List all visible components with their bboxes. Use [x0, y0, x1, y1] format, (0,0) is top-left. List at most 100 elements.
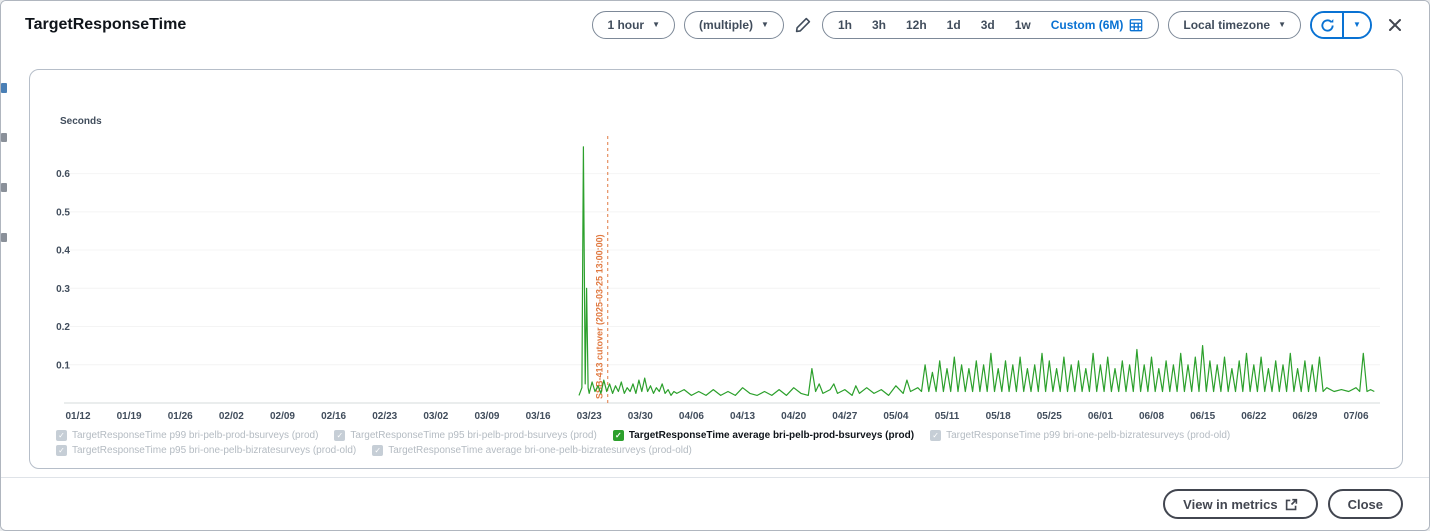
svg-text:05/18: 05/18	[986, 411, 1011, 422]
legend-label: TargetResponseTime average bri-one-pelb-…	[388, 445, 692, 456]
svg-text:06/01: 06/01	[1088, 411, 1113, 422]
refresh-icon	[1320, 18, 1334, 32]
calendar-icon	[1130, 19, 1143, 32]
statistic-dropdown[interactable]: (multiple) ▼	[684, 11, 784, 39]
chevron-down-icon: ▼	[652, 20, 661, 29]
svg-text:03/23: 03/23	[577, 411, 602, 422]
refresh-options-button[interactable]: ▼	[1344, 13, 1370, 37]
legend-row: ✓ TargetResponseTime p99 bri-pelb-prod-bs…	[56, 430, 1230, 441]
legend-row: ✓ TargetResponseTime p95 bri-one-pelb-biz…	[56, 445, 1230, 456]
svg-text:06/29: 06/29	[1292, 411, 1317, 422]
time-range-tabs: 1h 3h 12h 1d 3d 1w	[828, 12, 1041, 38]
chart-legend: ✓ TargetResponseTime p99 bri-pelb-prod-bs…	[56, 430, 1230, 456]
svg-text:03/09: 03/09	[474, 411, 499, 422]
statistic-dropdown-value: (multiple)	[699, 18, 754, 32]
page-edge-fragment	[1, 83, 7, 93]
legend-checkbox[interactable]: ✓	[612, 430, 624, 441]
svg-text:0.5: 0.5	[56, 207, 70, 218]
page-edge-fragment	[1, 183, 7, 192]
svg-text:06/08: 06/08	[1139, 411, 1164, 422]
legend-checkbox[interactable]: ✓	[56, 445, 67, 456]
range-tab-1h[interactable]: 1h	[828, 12, 862, 38]
close-dialog-x-button[interactable]	[1385, 15, 1405, 35]
svg-text:01/12: 01/12	[65, 411, 90, 422]
legend-label: TargetResponseTime p99 bri-one-pelb-bizr…	[946, 430, 1231, 441]
legend-checkbox[interactable]: ✓	[930, 430, 942, 441]
y-axis-title: Seconds	[60, 116, 102, 127]
legend-item[interactable]: ✓ TargetResponseTime average bri-pelb-pro…	[612, 430, 915, 441]
pencil-icon	[795, 17, 811, 33]
view-in-metrics-button[interactable]: View in metrics	[1163, 489, 1318, 519]
period-dropdown-value: 1 hour	[607, 18, 645, 32]
dialog-footer: View in metrics Close	[1, 477, 1429, 530]
close-button-label: Close	[1347, 496, 1383, 512]
timezone-dropdown-value: Local timezone	[1183, 18, 1271, 32]
svg-text:05/25: 05/25	[1037, 411, 1062, 422]
legend-label: TargetResponseTime p95 bri-one-pelb-bizr…	[72, 445, 357, 456]
dialog-header: TargetResponseTime 1 hour ▼ (multiple) ▼…	[1, 1, 1429, 49]
svg-text:04/20: 04/20	[781, 411, 806, 422]
legend-label: TargetResponseTime average bri-pelb-prod…	[628, 430, 915, 441]
legend-item[interactable]: ✓ TargetResponseTime p99 bri-pelb-prod-bs…	[56, 430, 318, 441]
page-edge-fragment	[1, 233, 7, 242]
svg-text:04/13: 04/13	[730, 411, 755, 422]
view-in-metrics-label: View in metrics	[1183, 496, 1278, 512]
svg-text:04/06: 04/06	[679, 411, 704, 422]
legend-item[interactable]: ✓ TargetResponseTime p99 bri-one-pelb-biz…	[930, 430, 1230, 441]
svg-text:02/02: 02/02	[219, 411, 244, 422]
svg-text:06/22: 06/22	[1241, 411, 1266, 422]
close-icon	[1389, 19, 1401, 31]
close-button[interactable]: Close	[1327, 489, 1403, 519]
page-title: TargetResponseTime	[25, 16, 187, 33]
svg-text:SSB-413 cutover (2025-03-25 13: SSB-413 cutover (2025-03-25 13:00:00)	[595, 234, 605, 399]
svg-text:0.6: 0.6	[56, 169, 70, 180]
range-tab-1w[interactable]: 1w	[1005, 12, 1041, 38]
external-link-icon	[1285, 498, 1297, 510]
metric-line-chart[interactable]: 0.1 0.2 0.3 0.4 0.5 0.6 01/12 01/19 01/26 02/02 02…	[30, 128, 1404, 428]
range-tab-3d[interactable]: 3d	[971, 12, 1005, 38]
edit-pencil-button[interactable]	[793, 15, 813, 35]
svg-text:03/16: 03/16	[526, 411, 551, 422]
legend-item[interactable]: ✓ TargetResponseTime p95 bri-pelb-prod-bs…	[334, 430, 597, 441]
legend-checkbox[interactable]: ✓	[334, 430, 346, 441]
svg-text:02/23: 02/23	[372, 411, 397, 422]
svg-text:01/26: 01/26	[168, 411, 193, 422]
page-edge-fragment	[1, 133, 7, 142]
range-tab-12h[interactable]: 12h	[896, 12, 937, 38]
svg-text:0.4: 0.4	[56, 246, 70, 257]
svg-text:06/15: 06/15	[1190, 411, 1215, 422]
svg-text:05/11: 05/11	[935, 411, 960, 422]
timezone-dropdown[interactable]: Local timezone ▼	[1168, 11, 1301, 39]
svg-text:04/27: 04/27	[832, 411, 857, 422]
svg-text:05/04: 05/04	[883, 411, 908, 422]
chart-controls: 1 hour ▼ (multiple) ▼ 1h 3h 12h 1d 3d 1w Cust…	[592, 11, 1405, 39]
chart-card: Seconds 0.1 0.2 0.3 0.4 0.5 0.6 01/12 01/19 01/2…	[29, 69, 1403, 469]
period-dropdown[interactable]: 1 hour ▼	[592, 11, 676, 39]
refresh-split-button: ▼	[1310, 11, 1372, 39]
legend-item[interactable]: ✓ TargetResponseTime average bri-one-pelb…	[372, 445, 692, 456]
svg-text:03/02: 03/02	[423, 411, 448, 422]
custom-range-button[interactable]: Custom (6M)	[1041, 12, 1154, 38]
svg-text:01/19: 01/19	[117, 411, 142, 422]
svg-text:02/16: 02/16	[321, 411, 346, 422]
refresh-button[interactable]	[1312, 13, 1344, 37]
svg-text:0.1: 0.1	[56, 360, 70, 371]
svg-text:0.2: 0.2	[56, 322, 70, 333]
chevron-down-icon: ▼	[1353, 20, 1361, 29]
svg-text:0.3: 0.3	[56, 284, 70, 295]
svg-text:03/30: 03/30	[628, 411, 653, 422]
chevron-down-icon: ▼	[761, 20, 769, 29]
svg-text:02/09: 02/09	[270, 411, 295, 422]
time-range-group: 1h 3h 12h 1d 3d 1w Custom (6M)	[821, 11, 1160, 39]
range-tab-3h[interactable]: 3h	[862, 12, 896, 38]
legend-checkbox[interactable]: ✓	[56, 430, 67, 441]
legend-label: TargetResponseTime p95 bri-pelb-prod-bsu…	[350, 430, 597, 441]
chevron-down-icon: ▼	[1278, 20, 1286, 29]
legend-checkbox[interactable]: ✓	[372, 445, 384, 456]
legend-label: TargetResponseTime p99 bri-pelb-prod-bsu…	[72, 430, 319, 441]
custom-range-label: Custom (6M)	[1050, 18, 1124, 32]
svg-text:07/06: 07/06	[1343, 411, 1368, 422]
legend-item[interactable]: ✓ TargetResponseTime p95 bri-one-pelb-biz…	[56, 445, 356, 456]
range-tab-1d[interactable]: 1d	[937, 12, 971, 38]
